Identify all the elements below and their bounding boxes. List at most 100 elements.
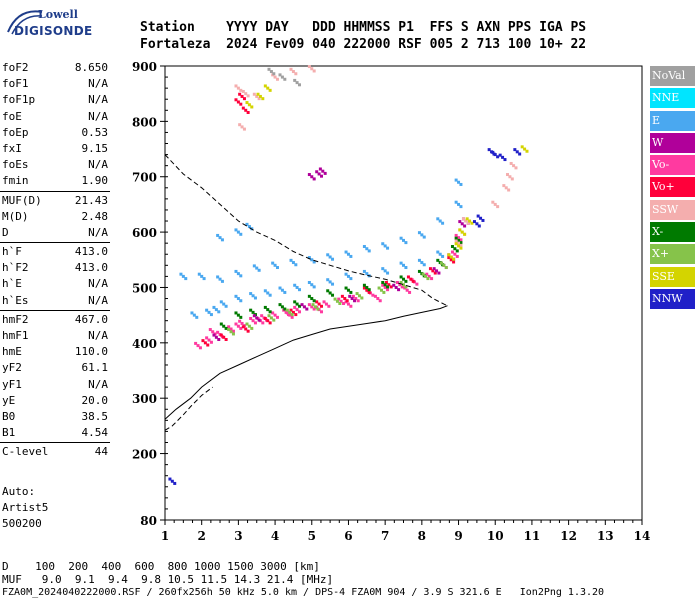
echo-point [437,271,441,275]
echo-point [328,280,332,284]
param-group-virtual-heights: h`F 413.0 h`F2 413.0 h`E N/A h`Es N/A [0,244,112,309]
echo-point [249,308,253,312]
echo-point [283,307,287,311]
echo-point [294,313,298,317]
param-name: fmin [2,174,29,188]
distance-row: D 100 200 400 600 800 1000 1500 3000 [km… [2,560,320,573]
echo-point [295,308,299,312]
echo-point [197,272,201,276]
echo-point [291,261,295,265]
file-footer: FZA0M_2024040222000.RSF / 260fx256h 50 k… [2,587,605,598]
echo-point [491,200,495,204]
echo-point [455,254,459,258]
echo-point [472,220,476,224]
echo-point [288,313,292,317]
echo-point [447,253,451,257]
echo-point [310,283,314,287]
echo-point [253,321,257,325]
echo-point [447,256,451,260]
echo-point [268,88,272,92]
echo-point [219,300,223,304]
echo-point [293,283,297,287]
echo-point [253,296,257,300]
param-group-confidence: C-level 44 [0,444,112,460]
echo-point [320,310,324,314]
echo-point [331,257,335,261]
echo-point [460,230,464,234]
param-row: hmE 110.0 [0,344,112,360]
echo-point [383,269,387,273]
echo-point [220,238,224,242]
echo-point [487,148,491,152]
echo-point [395,280,399,284]
echo-point [297,83,301,87]
echo-point [454,233,458,237]
echo-point [212,305,216,309]
y-tick-label: 80 [140,514,157,528]
echo-point [227,325,231,329]
echo-point [219,322,223,326]
echo-point [365,288,369,292]
y-tick-label: 500 [132,281,157,295]
echo-point [452,257,456,261]
echo-point [411,279,415,283]
auto-version: 500200 [2,517,42,530]
echo-point [417,258,421,262]
echo-point [450,250,454,254]
echo-point [310,305,314,309]
echo-point [269,316,273,320]
echo-point [379,288,383,292]
echo-point [438,219,442,223]
echo-point [476,214,480,218]
echo-point [367,249,371,253]
echo-point [512,164,516,168]
echo-point [454,236,458,240]
echo-point [266,291,270,295]
echo-point [424,274,428,278]
echo-point [362,269,366,273]
echo-point [192,313,196,317]
echo-point [289,67,293,71]
echo-point [402,277,405,281]
echo-point [459,243,463,247]
echo-point [227,328,231,332]
echo-point [463,232,467,236]
param-name: hmF2 [2,312,29,326]
echo-point [236,313,240,317]
echo-point [229,327,233,331]
echo-point [457,241,461,245]
echo-point [335,299,339,303]
echo-point [256,92,260,96]
echo-point [454,242,458,246]
echo-point [453,247,457,251]
echo-point [459,238,463,242]
echo-point [415,282,419,286]
echo-point [266,308,270,312]
echo-point [257,268,261,272]
legend-entry: NNE [650,88,695,109]
echo-point [400,285,404,289]
echo-point [365,272,369,276]
echo-point [490,150,494,154]
param-value: N/A [88,77,108,91]
echo-point [398,283,402,287]
echo-point [268,293,272,297]
echo-point [525,149,529,153]
echo-point [231,332,235,336]
echo-point [239,88,243,92]
echo-point [353,299,357,303]
echo-point [285,311,289,315]
echo-point [239,315,243,319]
param-row: foF2 8.650 [0,60,112,76]
echo-point [453,252,457,256]
echo-point [433,271,437,275]
echo-point [250,326,254,330]
echo-point [207,338,211,342]
echo-point [320,174,324,178]
echo-point [382,290,386,294]
legend-entry: Vo+ [650,177,695,198]
param-name: MUF(D) [2,193,42,207]
echo-point [236,86,240,90]
echo-point [406,275,410,279]
